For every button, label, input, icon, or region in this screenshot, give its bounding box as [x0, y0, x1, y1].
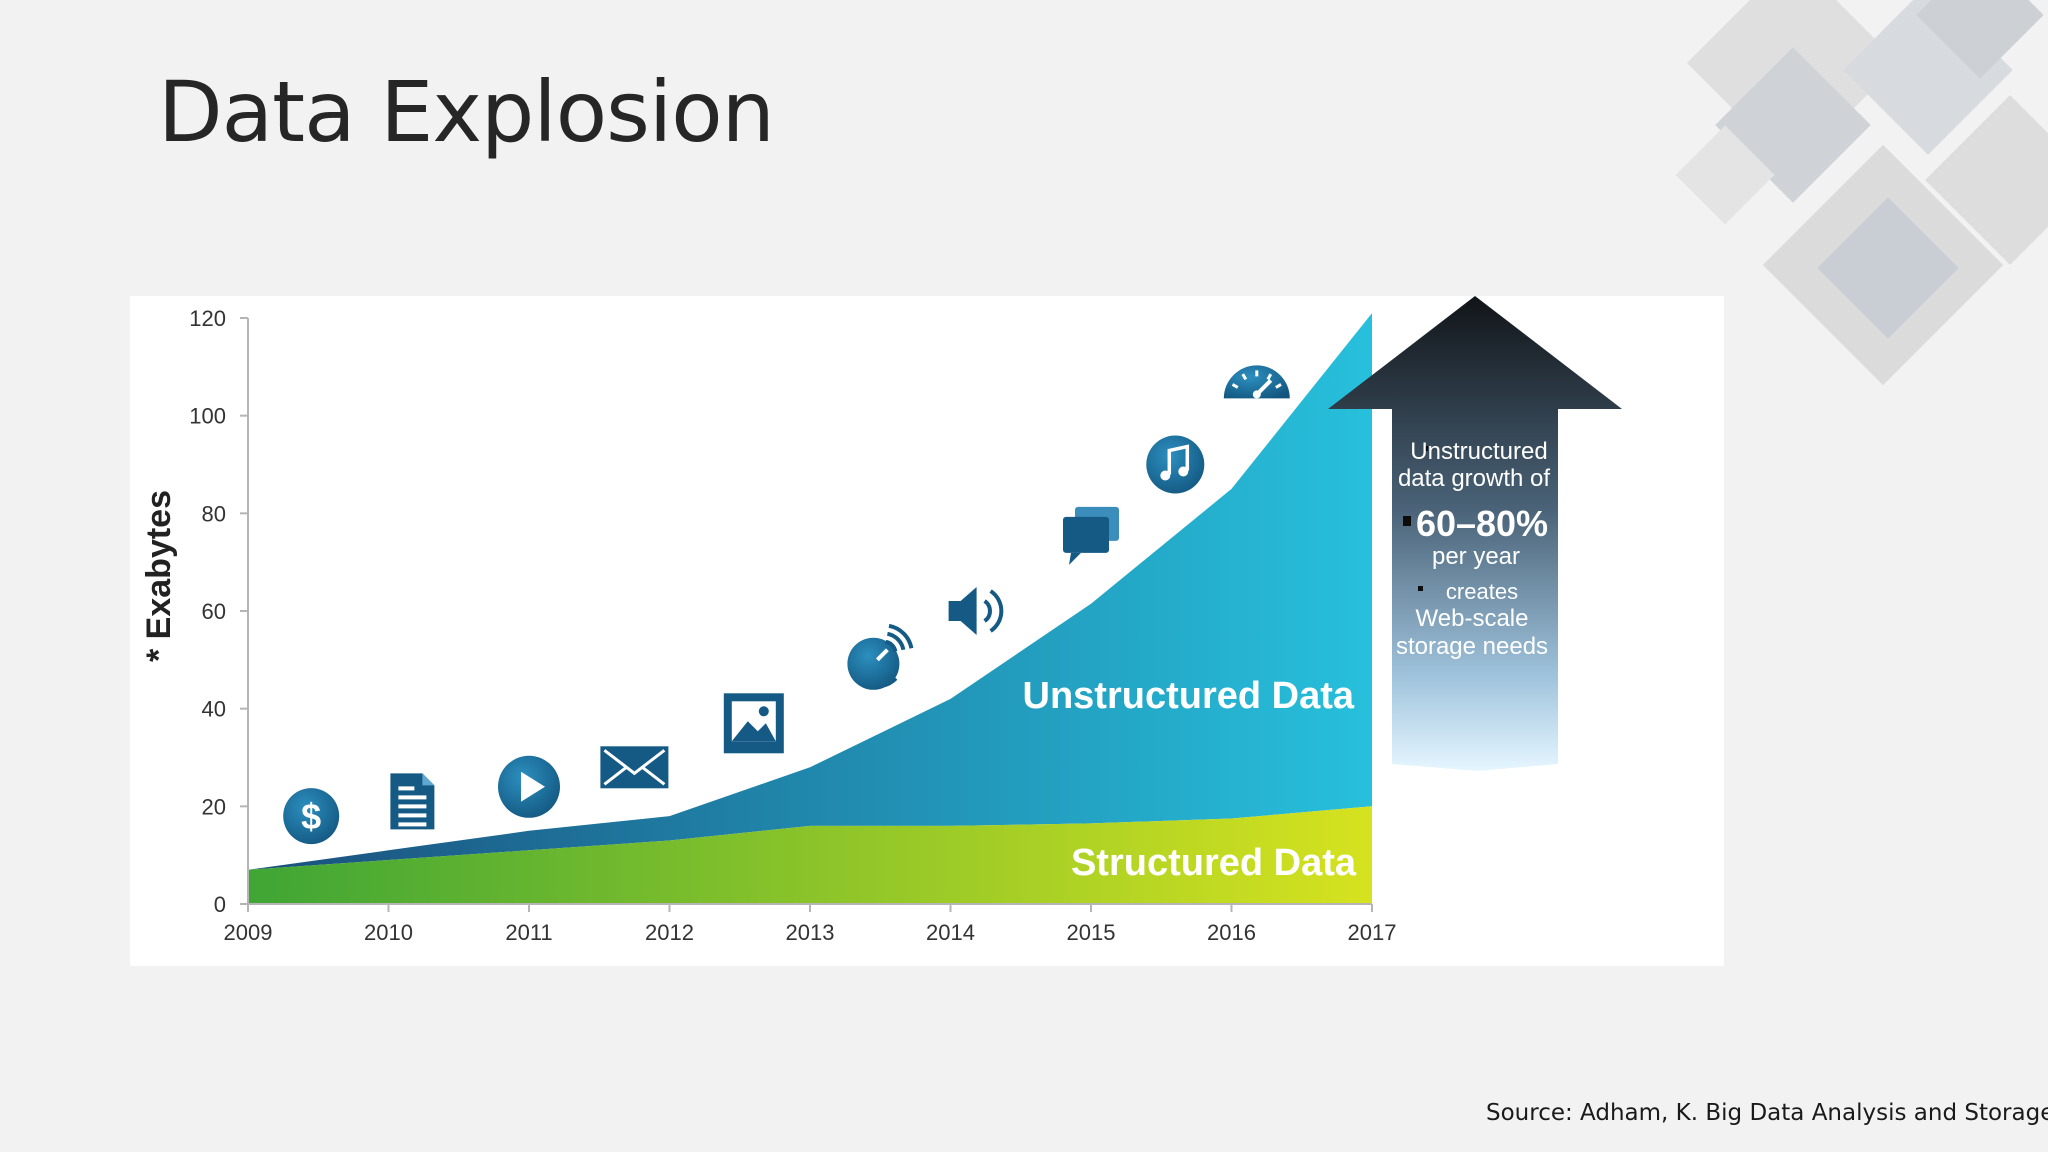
chart-panel: 0 20 40 60 80 100 120 2009 2010 2011 2012 2013 2014 2…	[130, 296, 1724, 966]
dollar-icon: $	[283, 788, 340, 845]
y-tick-label: 40	[202, 697, 226, 722]
growth-arrow-callout: Unstructured data growth of 60–80% per y…	[1328, 296, 1622, 771]
y-tick-label: 60	[202, 599, 226, 624]
bullet-marker	[1418, 586, 1423, 591]
speedometer-icon	[1223, 365, 1290, 399]
structured-data-label: Structured Data	[1071, 842, 1357, 884]
bullet-marker	[1403, 516, 1411, 526]
y-tick-label: 80	[202, 501, 226, 526]
svg-text:$: $	[301, 796, 321, 837]
x-tick-label: 2013	[786, 920, 835, 945]
x-tick-label: 2012	[645, 920, 694, 945]
y-tick-label: 120	[189, 306, 226, 331]
x-tick-label: 2017	[1348, 920, 1397, 945]
y-tick-label: 100	[189, 404, 226, 429]
slide-title: Data Explosion	[158, 63, 775, 161]
y-axis-title: * Exabytes	[140, 490, 178, 662]
x-tick-label: 2015	[1067, 920, 1116, 945]
satellite-icon	[847, 623, 914, 690]
callout-line3: per year	[1432, 543, 1520, 570]
x-tick-label: 2009	[224, 920, 273, 945]
envelope-icon	[600, 746, 669, 789]
chat-icon	[1063, 506, 1119, 565]
x-tick-label: 2016	[1207, 920, 1256, 945]
x-tick-label: 2010	[364, 920, 413, 945]
x-tick-label: 2014	[926, 920, 975, 945]
growth-arrow-shape	[1328, 296, 1622, 771]
y-tick-label: 20	[202, 794, 226, 819]
image-icon	[723, 693, 784, 754]
callout-line2: data growth of	[1398, 465, 1550, 492]
callout-line4: creates	[1446, 579, 1518, 604]
exabytes-area-chart: 0 20 40 60 80 100 120 2009 2010 2011 2012 2013 2014 2…	[140, 296, 1622, 945]
unstructured-data-area	[248, 313, 1372, 870]
speaker-icon	[948, 587, 1004, 635]
source-citation: Source: Adham, K. Big Data Analysis and …	[1486, 1100, 2048, 1126]
y-tick-label: 0	[214, 892, 226, 917]
callout-line1: Unstructured	[1410, 438, 1547, 465]
music-icon	[1146, 435, 1205, 494]
callout-highlight: 60–80%	[1416, 503, 1548, 544]
document-icon	[390, 773, 435, 830]
bullet-marker	[1424, 446, 1428, 451]
callout-line5: Web-scale	[1416, 605, 1529, 632]
unstructured-data-label: Unstructured Data	[1023, 675, 1355, 717]
x-tick-label: 2011	[505, 920, 552, 945]
play-icon	[498, 755, 560, 818]
callout-line6: storage needs	[1396, 633, 1548, 660]
structured-data-area	[248, 806, 1372, 904]
